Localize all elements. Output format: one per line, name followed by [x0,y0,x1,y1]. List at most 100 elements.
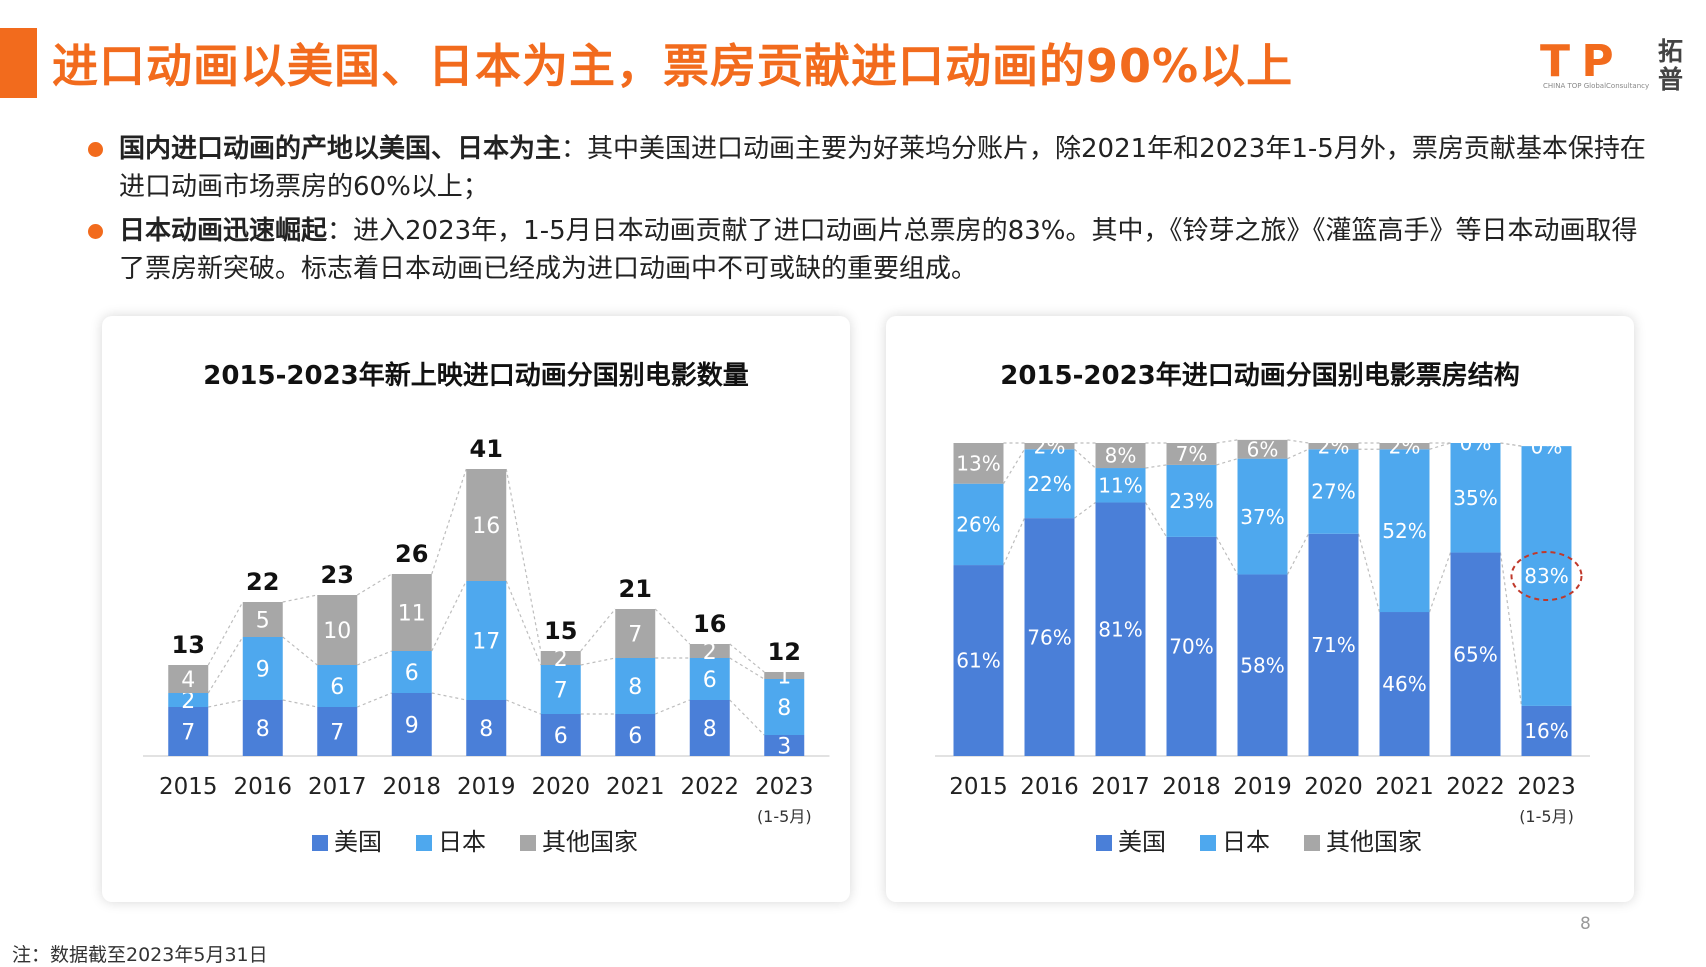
data-label: 46% [1382,672,1426,696]
bullet-text: ：进入2023年，1-5月日本动画贡献了进口动画片总票房的83%。其中，《铃芽之… [119,216,1638,284]
bar-segment [1095,468,1146,503]
data-label: 13% [956,452,1000,476]
total-label: 21 [619,575,652,603]
bar-segment [1308,533,1359,756]
bar-segment [1521,705,1572,756]
series-connector-line [207,601,244,666]
data-label: 8% [1105,444,1137,468]
bar-segment [764,672,805,679]
series-connector-line [654,608,691,645]
data-label: 6 [405,661,419,686]
bar-segment [764,679,805,735]
series-connector-line [1499,552,1523,707]
data-label: 3 [777,734,791,759]
bar-segment [391,693,432,756]
data-label: 35% [1453,486,1497,510]
data-label: 2% [1034,434,1066,458]
data-label: 23% [1169,489,1213,513]
bullet-dot-icon [88,142,103,157]
data-label: 17 [472,629,500,654]
data-label: 6 [554,724,568,749]
data-label: 6 [703,668,717,693]
total-label: 16 [693,610,726,638]
data-label: 70% [1169,635,1213,659]
data-label: 76% [1027,625,1071,649]
data-label: 2% [1389,434,1421,458]
data-label: 9 [405,713,419,738]
data-label: 8 [628,675,642,700]
bar-segment [168,707,209,756]
series-connector-line [580,608,616,652]
data-label: 8 [777,696,791,721]
x-tick-label: 2022 [680,774,739,800]
bar-segment [1095,443,1146,469]
x-tick-note: (1-5月) [1519,807,1574,826]
bar-segment [615,609,656,658]
bar-segment [1095,502,1146,756]
bar-segment [466,700,507,756]
series-connector-line [1002,448,1026,485]
bar-segment [689,658,730,700]
data-label: 71% [1311,633,1355,657]
series-connector-line [1216,458,1238,466]
logo-side-text: 拓普 [1658,37,1684,94]
x-tick-label: 2020 [1304,774,1363,800]
x-tick-label: 2016 [233,774,292,800]
series-connector-line [431,468,467,575]
data-label: 61% [956,649,1000,673]
legend-other-swatch [520,835,536,851]
data-label: 7 [554,678,568,703]
data-label: 4 [181,668,195,693]
series-connector-line [357,650,392,666]
bar-segment [1521,446,1572,706]
bar-segment [1024,518,1075,756]
legend-japan-swatch [1200,835,1216,851]
data-label: 26% [956,513,1000,537]
bullet-item: 国内进口动画的产地以美国、日本为主：其中美国进口动画主要为好莱坞分账片，除202… [86,130,1656,206]
x-tick-label: 2016 [1020,774,1079,800]
data-label: 7 [330,720,344,745]
x-tick-label: 2018 [1162,774,1221,800]
data-label: 2 [181,689,195,714]
bar-segment [466,581,507,700]
data-label: 6% [1247,437,1279,461]
data-label: 10 [323,619,351,644]
bar-segment [1379,612,1430,756]
data-label: 11 [398,601,426,626]
bar-segment [615,714,656,756]
bar-segment [1237,439,1288,459]
bar-segment [242,700,283,756]
series-connector-line [655,699,690,715]
series-connector-line [729,657,765,680]
bar-segment [1024,443,1075,450]
bar-segment [540,651,581,665]
legend-usa-label: 美国 [334,828,382,856]
bar-segment [391,651,432,693]
series-connector-line [431,580,467,652]
top-logo: T P CHINA TOP GlobalConsultancy 拓普 [1540,36,1700,96]
bar-segment [391,574,432,651]
chart-card-count: 2015-2023年新上映进口动画分国别电影数量 7 2 4 13 2015 8 9 5 22 20… [102,316,850,902]
count-chart: 2015-2023年新上映进口动画分国别电影数量7241320158952220… [143,360,830,856]
series-connector-line [505,468,542,652]
legend-usa-label: 美国 [1118,828,1166,856]
logo-subtitle: CHINA TOP GlobalConsultancy [1543,82,1650,90]
data-label: 22% [1027,472,1071,496]
series-connector-line [580,657,616,666]
total-label: 26 [395,540,428,568]
bar-segment [1308,443,1359,450]
bar-segment [1166,536,1217,756]
series-connector-line [282,699,318,708]
x-tick-label: 2021 [1375,774,1434,800]
series-connector-line [1145,464,1167,469]
bar-segment [953,443,1004,484]
x-tick-label: 2019 [457,774,516,800]
bullet-heading: 日本动画迅速崛起 [119,216,328,246]
data-label: 9 [256,657,270,682]
series-connector-line [208,699,243,708]
data-label: 5 [256,608,270,633]
boxoffice-chart: 2015-2023年进口动画分国别电影票房结构 61% 26% 13% 2015 76% 2… [935,360,1590,856]
x-tick-note: (1-5月) [757,807,812,826]
data-label: 83% [1524,564,1568,588]
series-connector-line [729,699,765,736]
